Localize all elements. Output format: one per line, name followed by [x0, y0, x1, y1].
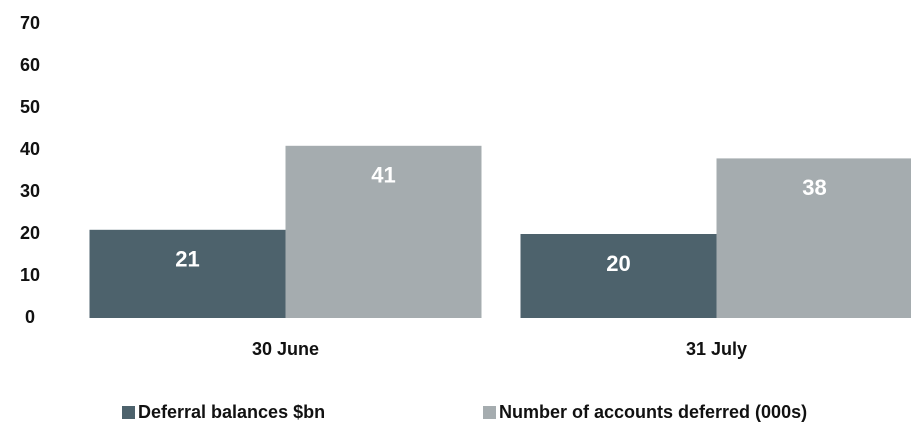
bar	[716, 158, 911, 318]
y-tick-label: 60	[20, 55, 40, 75]
legend-label: Number of accounts deferred (000s)	[499, 402, 807, 422]
legend-swatch	[122, 406, 135, 419]
y-tick-label: 10	[20, 265, 40, 285]
y-tick-label: 40	[20, 139, 40, 159]
bar	[89, 229, 286, 318]
y-tick-label: 0	[25, 307, 35, 327]
legend-label: Deferral balances $bn	[138, 402, 325, 422]
y-tick-label: 70	[20, 13, 40, 33]
y-tick-label: 30	[20, 181, 40, 201]
x-tick-label: 30 June	[252, 339, 319, 359]
y-tick-label: 20	[20, 223, 40, 243]
value-label: 41	[371, 163, 395, 188]
legend-swatch	[483, 406, 496, 419]
bar	[520, 234, 717, 318]
value-label: 20	[606, 251, 630, 276]
value-label: 38	[802, 175, 826, 200]
x-tick-label: 31 July	[686, 339, 747, 359]
bar	[285, 145, 482, 318]
y-tick-label: 50	[20, 97, 40, 117]
value-label: 21	[175, 247, 199, 272]
